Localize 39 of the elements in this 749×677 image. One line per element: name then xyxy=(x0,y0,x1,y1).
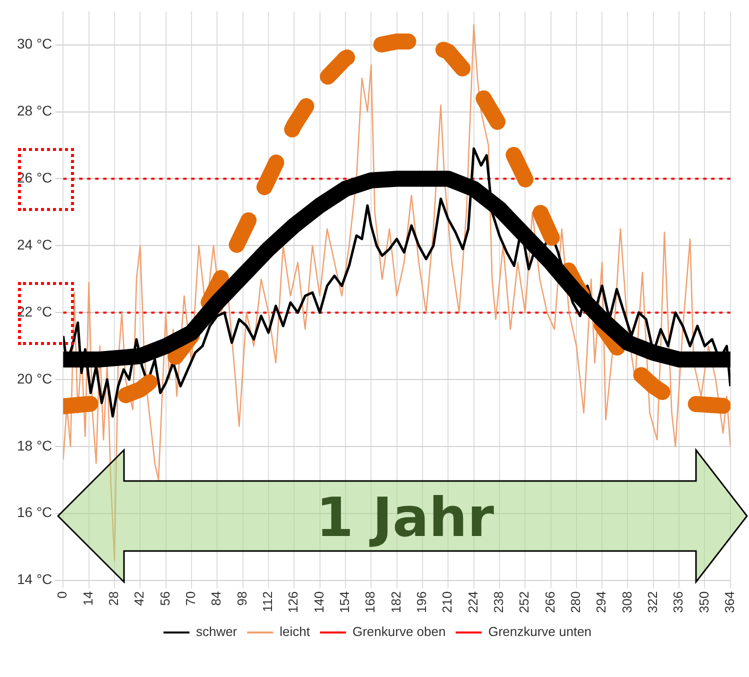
x-tick-label: 252 xyxy=(516,591,532,614)
x-tick-label: 42 xyxy=(132,591,147,606)
x-tick-label: 98 xyxy=(234,591,250,606)
legend-label: leicht xyxy=(280,624,310,640)
x-tick-label: 140 xyxy=(311,591,326,614)
x-tick-label: 308 xyxy=(619,591,634,614)
x-tick-label: 14 xyxy=(80,591,96,606)
annotation: 1 Jahr xyxy=(316,486,494,548)
x-tick-label: 350 xyxy=(696,591,712,614)
y-tick-label: 14 °C xyxy=(17,571,52,588)
x-tick-label: 56 xyxy=(157,591,172,606)
x-tick-label: 280 xyxy=(568,591,583,614)
legend-label: Grenkurve oben xyxy=(352,624,446,640)
x-tick-label: 182 xyxy=(388,591,404,614)
x-tick-label: 224 xyxy=(465,591,480,614)
x-tick-label: 196 xyxy=(414,591,430,614)
x-tick-label: 364 xyxy=(722,591,737,614)
legend-label: Grenzkurve unten xyxy=(488,624,592,640)
y-tick-label: 18 °C xyxy=(17,437,52,454)
x-tick-label: 238 xyxy=(491,591,506,614)
x-tick-label: 0 xyxy=(54,591,70,599)
x-tick-label: 294 xyxy=(594,591,609,614)
y-tick-label: 16 °C xyxy=(17,504,52,520)
x-tick-label: 126 xyxy=(286,591,301,614)
y-tick-label: 30 °C xyxy=(17,36,52,52)
y-tick-label: 24 °C xyxy=(17,236,52,253)
x-tick-label: 28 xyxy=(106,591,122,606)
x-tick-label: 154 xyxy=(337,591,352,614)
x-tick-label: 70 xyxy=(183,591,198,606)
legend-label: schwer xyxy=(196,624,238,640)
x-tick-label: 336 xyxy=(670,591,686,614)
x-tick-label: 168 xyxy=(362,591,378,614)
x-tick-label: 322 xyxy=(644,591,660,614)
y-tick-label: 28 °C xyxy=(17,102,52,119)
x-tick-label: 84 xyxy=(208,591,224,606)
x-tick-label: 210 xyxy=(440,591,455,614)
x-tick-label: 112 xyxy=(260,591,276,612)
y-tick-label: 20 °C xyxy=(17,370,52,386)
x-tick-label: 266 xyxy=(542,591,558,614)
